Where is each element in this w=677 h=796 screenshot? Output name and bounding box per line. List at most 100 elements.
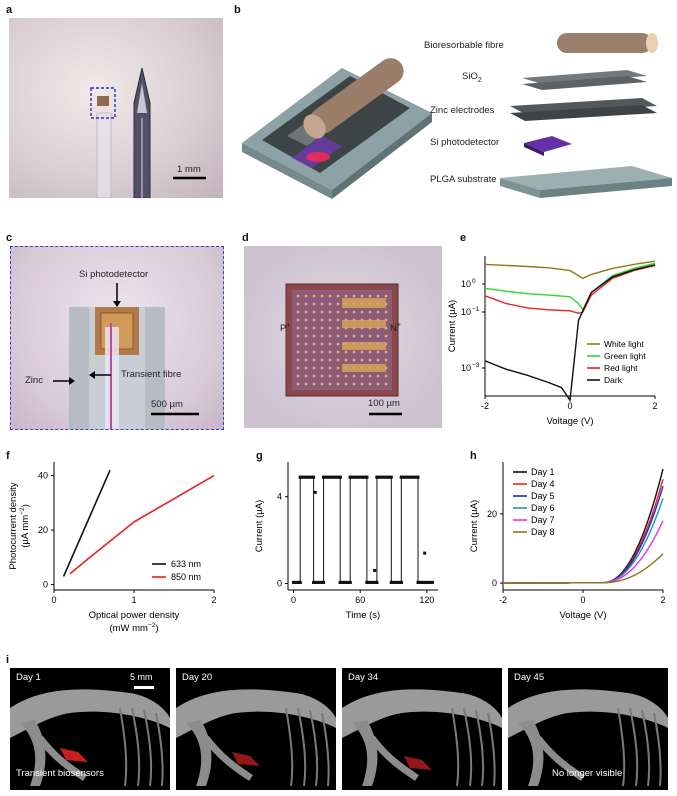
data-point bbox=[406, 475, 410, 479]
biosensor-marker bbox=[60, 748, 88, 762]
pixel-dot bbox=[328, 358, 332, 362]
data-point bbox=[317, 580, 321, 584]
x-tick-label: -2 bbox=[499, 595, 507, 605]
data-point bbox=[303, 475, 307, 479]
y-tick-label: 10 bbox=[461, 363, 471, 373]
panel-a-label: a bbox=[6, 4, 13, 16]
pixel-dot bbox=[320, 302, 324, 306]
pixel-dot bbox=[336, 294, 340, 298]
pixel-dot bbox=[336, 366, 340, 370]
pixel-dot bbox=[352, 358, 356, 362]
data-point bbox=[315, 580, 319, 584]
y-tick-label: 0 bbox=[492, 578, 497, 588]
series-line-day-8 bbox=[503, 553, 664, 584]
data-point bbox=[343, 580, 347, 584]
legend-label: 850 nm bbox=[171, 572, 201, 582]
data-point bbox=[421, 580, 425, 584]
data-point bbox=[352, 475, 356, 479]
x-tick-label: 120 bbox=[419, 595, 434, 605]
y-tick-label: 0 bbox=[277, 578, 282, 588]
tile-scale-label: 5 mm bbox=[130, 672, 153, 682]
pixel-dot bbox=[328, 350, 332, 354]
pixel-dot bbox=[312, 326, 316, 330]
layer-label-si: Si photodetector bbox=[430, 137, 500, 148]
pixel-dot bbox=[304, 294, 308, 298]
data-point bbox=[300, 475, 304, 479]
data-point bbox=[325, 475, 329, 479]
pixel-dot bbox=[320, 366, 324, 370]
data-point bbox=[409, 475, 413, 479]
data-point bbox=[389, 580, 393, 584]
legend-label: Day 6 bbox=[531, 503, 555, 513]
x-tick-label: 1 bbox=[131, 595, 136, 605]
series-line-green-light bbox=[484, 262, 656, 312]
pixel-dot bbox=[296, 334, 300, 338]
pixel-dot bbox=[360, 374, 364, 378]
data-point bbox=[302, 475, 306, 479]
data-point bbox=[310, 475, 314, 479]
pixel-dot bbox=[312, 366, 316, 370]
x-axis-label: Optical power density bbox=[89, 610, 180, 621]
microscope-c-illustration bbox=[53, 283, 199, 429]
series-line-633-nm bbox=[62, 469, 111, 577]
data-point bbox=[348, 580, 352, 584]
pixel-dot bbox=[352, 310, 356, 314]
y-axis-label-unit: (µA mm−2) bbox=[19, 504, 31, 548]
pixel-dot bbox=[296, 310, 300, 314]
micro-ct-tile: Day 20 bbox=[176, 668, 336, 790]
series-line-day-6 bbox=[503, 498, 664, 584]
y-tick-exponent: 0 bbox=[472, 278, 476, 285]
panel-d-p-sup: + bbox=[286, 322, 291, 329]
micro-ct-tile: Day 34 bbox=[342, 668, 502, 790]
pixel-dot bbox=[344, 294, 348, 298]
pixel-dot bbox=[296, 382, 300, 386]
data-point bbox=[375, 580, 379, 584]
panel-d-n-label: N+ bbox=[390, 322, 401, 334]
pixel-dot bbox=[328, 374, 332, 378]
pixel-dot bbox=[304, 342, 308, 346]
y-tick-label: 20 bbox=[38, 525, 48, 535]
layer-label-sio2-sub: 2 bbox=[477, 76, 482, 84]
pixel-dot bbox=[344, 374, 348, 378]
pixel-dot bbox=[320, 318, 324, 322]
data-point bbox=[338, 475, 342, 479]
legend-label: Day 7 bbox=[531, 515, 555, 525]
pixel-dot bbox=[328, 302, 332, 306]
x-tick-label: 0 bbox=[51, 595, 56, 605]
layer-label-zinc: Zinc electrodes bbox=[430, 105, 495, 116]
y-axis-unit-exponent: −2 bbox=[19, 507, 26, 515]
pixel-dot bbox=[368, 374, 372, 378]
pixel-dot bbox=[384, 310, 388, 314]
data-point bbox=[293, 580, 297, 584]
data-point bbox=[347, 580, 351, 584]
data-point bbox=[363, 475, 367, 479]
pixel-dot bbox=[296, 326, 300, 330]
pixel-dot bbox=[360, 358, 364, 362]
pixel-dot bbox=[328, 326, 332, 330]
pixel-dot bbox=[336, 382, 340, 386]
tile-caption: Transient biosensors bbox=[16, 768, 104, 779]
data-point bbox=[333, 475, 337, 479]
pixel-dot bbox=[328, 318, 332, 322]
data-point bbox=[335, 475, 339, 479]
pixel-dot bbox=[344, 358, 348, 362]
micro-ct-tile: Day 45 No longer visible bbox=[508, 668, 668, 790]
x-axis-unit-exponent: −2 bbox=[148, 622, 156, 629]
data-point bbox=[380, 475, 384, 479]
pixel-dot bbox=[336, 374, 340, 378]
pixel-dot bbox=[344, 350, 348, 354]
pixel-dot bbox=[296, 374, 300, 378]
pixel-dot bbox=[304, 318, 308, 322]
panel-d-n-sup: + bbox=[396, 322, 401, 329]
pixel-dot bbox=[328, 366, 332, 370]
pixel-dot bbox=[336, 310, 340, 314]
pixel-dot bbox=[312, 310, 316, 314]
pixel-dot bbox=[376, 294, 380, 298]
data-point bbox=[298, 475, 302, 479]
tile-day-label: Day 20 bbox=[182, 672, 213, 683]
y-axis-label: Current (µA) bbox=[447, 300, 458, 352]
series-line-white-light bbox=[484, 260, 656, 280]
y-tick-label: 4 bbox=[277, 492, 282, 502]
